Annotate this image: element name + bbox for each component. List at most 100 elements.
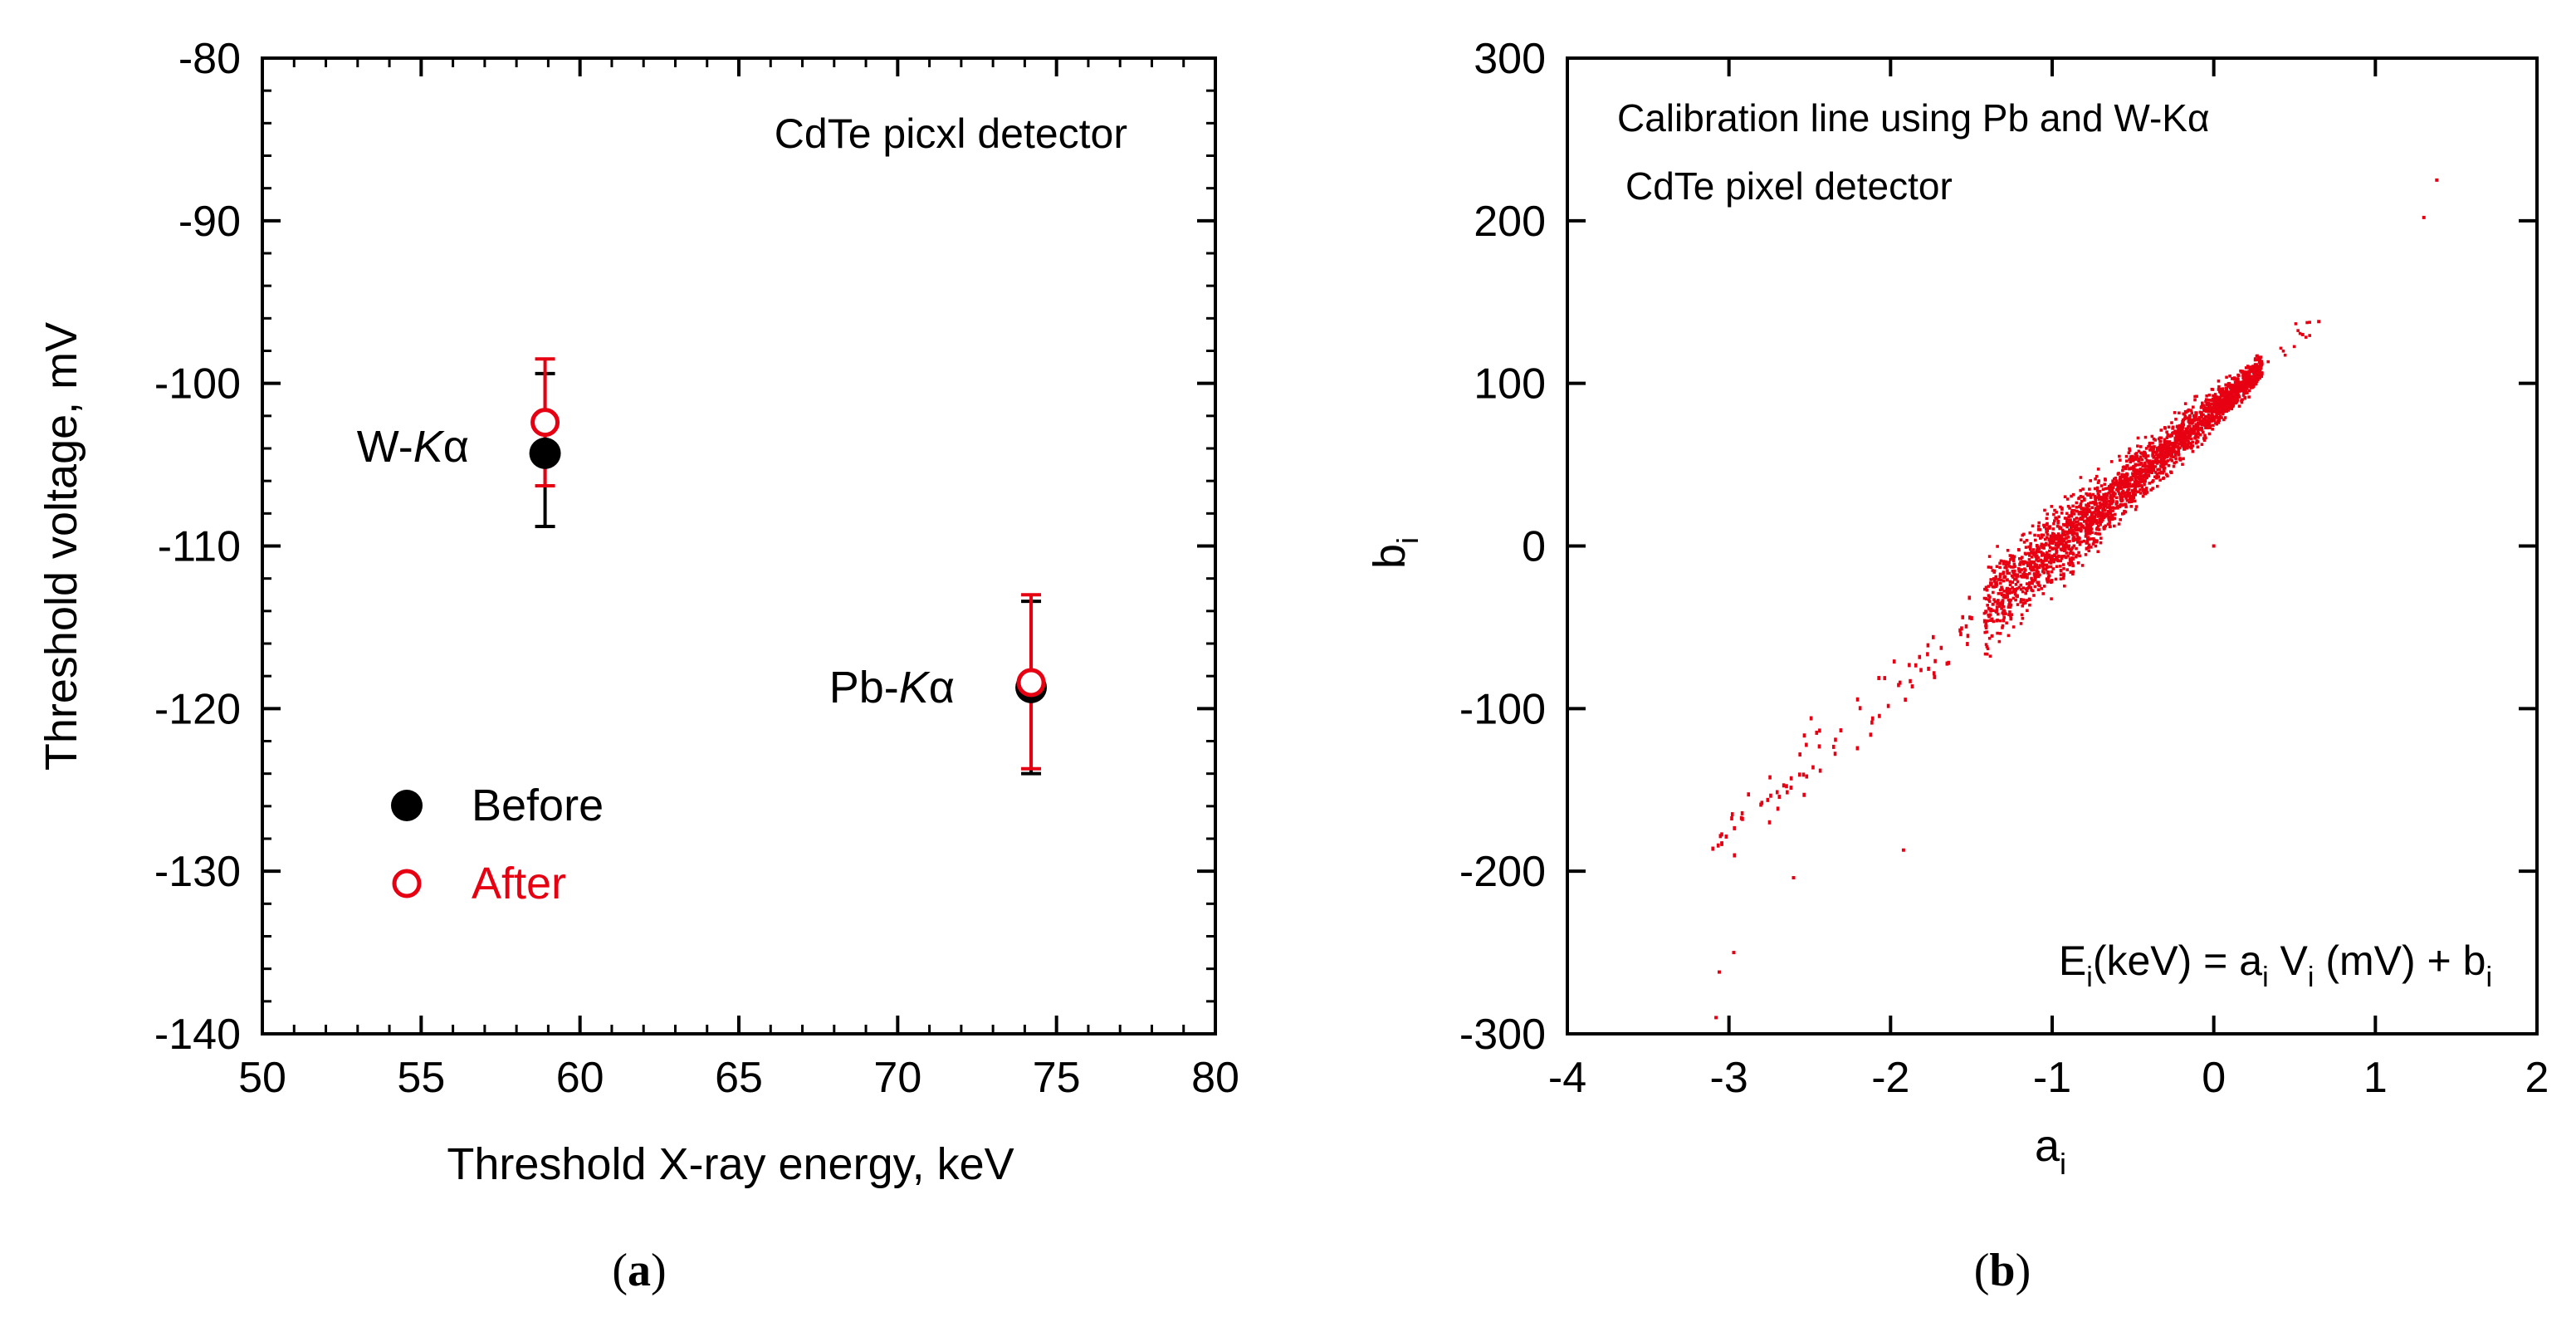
y-tick-label: -140 [154, 1011, 241, 1059]
scatter-point [2079, 526, 2082, 531]
scatter-point [2033, 578, 2037, 581]
x-tick-label: -4 [1548, 1054, 1586, 1102]
scatter-point [2041, 565, 2045, 568]
scatter-point [2059, 537, 2063, 541]
scatter-point [2010, 556, 2013, 560]
scatter-point [1987, 565, 1991, 569]
scatter-point [2054, 577, 2058, 581]
scatter-point [2052, 538, 2055, 542]
scatter-point [2230, 394, 2233, 398]
scatter-point [2009, 557, 2012, 561]
panel-a: 50 55 60 65 70 75 80 -140 -130 -120 -110 -100 -90 -80… [37, 35, 1239, 1296]
scatter-point [2126, 482, 2130, 487]
scatter-point [2080, 512, 2083, 516]
scatter-point [2051, 541, 2055, 546]
scatter-point [2104, 514, 2108, 518]
scatter-point [2113, 512, 2117, 517]
scatter-point [2000, 607, 2003, 610]
x-tick-label: -3 [1710, 1054, 1748, 1102]
scatter-point [2099, 484, 2104, 487]
scatter-point [1892, 659, 1896, 664]
scatter-point [2055, 549, 2059, 553]
scatter-point [2163, 441, 2167, 444]
scatter-point [2041, 533, 2046, 537]
scatter-point [1987, 585, 1991, 588]
scatter-point [2144, 470, 2148, 473]
scatter-point [2148, 468, 2152, 472]
scatter-point [2108, 499, 2111, 503]
scatter-point [2002, 560, 2006, 563]
scatter-point [2104, 478, 2107, 482]
scatter-point [2075, 528, 2079, 531]
scatter-point [2046, 532, 2050, 536]
scatter-point [2112, 491, 2116, 495]
scatter-point [2098, 521, 2101, 524]
scatter-point [2094, 497, 2097, 501]
scatter-point [2208, 424, 2212, 428]
scatter-point [2135, 468, 2139, 472]
scatter-point [2025, 599, 2029, 602]
scatter-point [2108, 517, 2112, 521]
scatter-point [1789, 776, 1793, 781]
scatter-point [2135, 454, 2139, 458]
scatter-point [2071, 537, 2075, 541]
scatter-point [2149, 445, 2153, 449]
scatter-point [2085, 492, 2088, 496]
scatter-point [2231, 392, 2234, 396]
scatter-point [2046, 512, 2050, 516]
scatter-point [1998, 572, 2002, 576]
scatter-point [2213, 399, 2217, 404]
scatter-point [1926, 643, 1930, 648]
scatter-point [2055, 565, 2059, 569]
scatter-point [2184, 428, 2188, 431]
scatter-point [2215, 406, 2219, 410]
scatter-point [2231, 377, 2234, 380]
data-point-after [1016, 668, 1046, 698]
panel-a-tick-labels: 50 55 60 65 70 75 80 -140 -130 -120 -110 -100 -90 -80 [154, 35, 1239, 1102]
scatter-point [2239, 380, 2242, 384]
scatter-point [2060, 528, 2065, 532]
scatter-point [2143, 468, 2148, 471]
scatter-point [2033, 553, 2037, 557]
scatter-point [2054, 546, 2058, 551]
x-tick-label: 60 [556, 1054, 604, 1102]
scatter-point [2189, 443, 2193, 447]
scatter-point [2078, 517, 2081, 521]
scatter-point [1898, 680, 1902, 685]
scatter-point [2049, 580, 2052, 583]
scatter-point [2022, 541, 2026, 544]
scatter-point [1992, 580, 1997, 583]
scatter-point [2221, 412, 2225, 416]
scatter-point [2136, 463, 2140, 467]
scatter-point [2131, 474, 2135, 478]
scatter-point [1855, 697, 1860, 702]
scatter-point [2121, 468, 2124, 472]
scatter-point [2027, 583, 2031, 587]
y-tick-label: -130 [154, 848, 241, 896]
panel-b-annotation-1: Calibration line using Pb and W-Kα [1617, 96, 2210, 140]
scatter-point [2113, 517, 2116, 521]
scatter-point [2229, 404, 2233, 407]
scatter-point [2001, 624, 2005, 628]
scatter-point [2012, 556, 2016, 560]
scatter-point [2250, 381, 2253, 385]
scatter-point [2130, 495, 2134, 498]
scatter-point [1988, 613, 1992, 617]
scatter-point [2247, 389, 2251, 393]
scatter-point [2026, 563, 2030, 567]
scatter-point [2060, 556, 2064, 561]
scatter-point [2115, 505, 2119, 509]
scatter-point [1960, 626, 1963, 631]
scatter-point [2231, 401, 2235, 405]
scatter-point [2169, 448, 2173, 453]
scatter-point [2071, 504, 2075, 508]
scatter-point [2166, 455, 2169, 459]
scatter-point [2202, 438, 2207, 443]
scatter-point [2002, 619, 2006, 622]
scatter-point [2279, 346, 2283, 350]
scatter-point [2156, 468, 2159, 472]
scatter-point [2186, 431, 2189, 434]
scatter-point [1984, 597, 1988, 600]
scatter-point [2221, 405, 2225, 409]
scatter-point [2139, 478, 2143, 482]
